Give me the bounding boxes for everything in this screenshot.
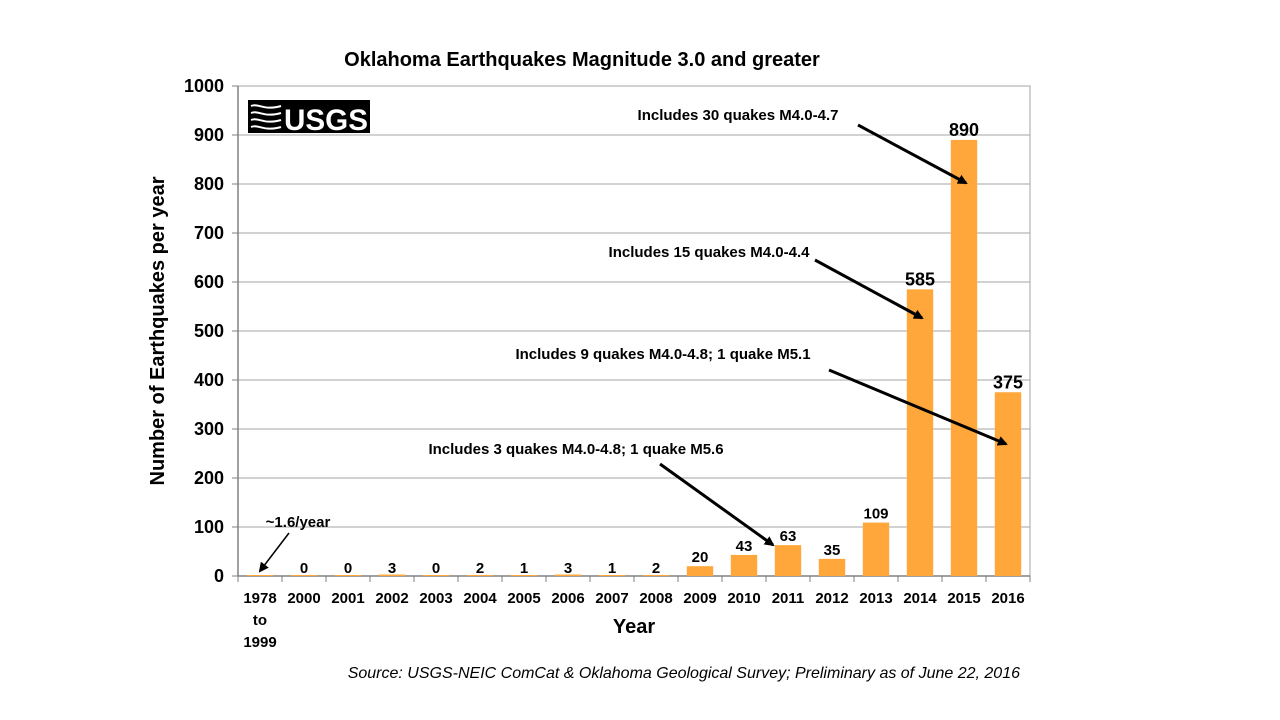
bar: [906, 289, 934, 576]
source-note: Source: USGS-NEIC ComCat & Oklahoma Geol…: [348, 665, 1020, 682]
bar: [246, 575, 274, 576]
usgs-logo-text: USGS: [284, 104, 368, 137]
annotation-text: Includes 3 quakes M4.0-4.8; 1 quake M5.6: [428, 441, 723, 458]
bar: [422, 575, 450, 576]
y-tick-label: 300: [194, 419, 224, 439]
bar: [950, 139, 978, 576]
data-label: 109: [863, 506, 888, 523]
data-label: 0: [344, 560, 352, 577]
annotations: ~1.6/year Includes 3 quakes M4.0-4.8; 1 q…: [258, 107, 1008, 573]
x-tick-label: 1999: [243, 634, 276, 651]
annotation-text: ~1.6/year: [266, 514, 331, 531]
usgs-logo: USGS: [248, 100, 370, 137]
data-label: 43: [736, 538, 753, 555]
bar: [510, 575, 538, 576]
y-tick-label: 500: [194, 321, 224, 341]
data-label: 890: [949, 120, 979, 140]
x-tick-label: 2001: [331, 590, 364, 607]
annotation-text: Includes 15 quakes M4.0-4.4: [609, 244, 811, 261]
bar: [334, 575, 362, 576]
annotation-arrow: [258, 532, 290, 573]
bar: [686, 566, 714, 576]
y-tick-label: 400: [194, 370, 224, 390]
x-tick-label: 2008: [639, 590, 672, 607]
y-tick-label: 1000: [184, 76, 224, 96]
x-tick-label: 2014: [903, 590, 937, 607]
y-tick-label: 200: [194, 468, 224, 488]
bar: [466, 575, 494, 576]
y-tick-label: 0: [214, 566, 224, 586]
data-label: 0: [300, 560, 308, 577]
data-label: 2: [476, 560, 484, 577]
data-label: 3: [388, 560, 396, 577]
bar: [730, 554, 758, 576]
x-axis-label: Year: [613, 616, 655, 638]
bar: [554, 574, 582, 576]
bar: [378, 574, 406, 576]
gridlines: [232, 85, 1030, 577]
annotation-arrow: [659, 462, 775, 547]
annotation-arrow: [828, 368, 1008, 446]
y-tick-label: 900: [194, 125, 224, 145]
data-label: 1: [608, 560, 616, 577]
x-tick-label: to: [253, 612, 267, 629]
x-tick-label: 2012: [815, 590, 848, 607]
y-tick-label: 100: [194, 517, 224, 537]
x-tick-label: 2002: [375, 590, 408, 607]
bars: [246, 139, 1022, 576]
annotation-arrow: [857, 123, 968, 185]
data-label: 20: [692, 549, 709, 566]
x-tick-label: 2010: [727, 590, 760, 607]
x-tick-label: 2003: [419, 590, 452, 607]
y-axis-ticks: 0 100 200 300 400 500 600 700 800 900 1000: [184, 76, 224, 586]
x-tick-label: 2011: [772, 590, 805, 607]
data-label: 2: [652, 560, 660, 577]
data-labels: 0 0 3 0 2 1 3 1 2 20 43 63 35 109 585 890 375: [300, 120, 1023, 577]
x-tick-label: 2005: [507, 590, 540, 607]
x-axis-ticks: 1978 to 1999 2000 2001 2002 2003 2004 2005 2006 20…: [243, 590, 1024, 651]
bar: [290, 575, 318, 576]
x-tick-label: 2013: [859, 590, 892, 607]
x-tick-label: 2009: [683, 590, 716, 607]
y-axis-label: Number of Earthquakes per year: [147, 176, 169, 485]
bar: [818, 558, 846, 576]
data-label: 35: [824, 542, 841, 559]
x-tick-label: 2000: [287, 590, 320, 607]
bar: [994, 392, 1022, 576]
x-tick-label: 2007: [595, 590, 628, 607]
bar: [598, 575, 626, 576]
annotation-text: Includes 30 quakes M4.0-4.7: [638, 107, 839, 124]
y-tick-label: 700: [194, 223, 224, 243]
x-tick-label: 1978: [243, 590, 276, 607]
data-label: 63: [780, 528, 797, 545]
y-tick-label: 600: [194, 272, 224, 292]
annotation-arrow: [814, 258, 924, 320]
data-label: 585: [905, 269, 935, 289]
x-tick-label: 2015: [947, 590, 980, 607]
chart-title: Oklahoma Earthquakes Magnitude 3.0 and g…: [344, 49, 820, 71]
data-label: 1: [520, 560, 528, 577]
annotation-text: Includes 9 quakes M4.0-4.8; 1 quake M5.1: [515, 346, 810, 363]
x-tick-label: 2004: [463, 590, 497, 607]
x-tick-label: 2016: [991, 590, 1024, 607]
bar: [862, 522, 890, 576]
bar: [642, 575, 670, 576]
data-label: 375: [993, 372, 1023, 392]
data-label: 0: [432, 560, 440, 577]
y-tick-label: 800: [194, 174, 224, 194]
axes: [237, 85, 1031, 582]
bar: [774, 545, 802, 576]
data-label: 3: [564, 560, 572, 577]
x-tick-label: 2006: [551, 590, 584, 607]
